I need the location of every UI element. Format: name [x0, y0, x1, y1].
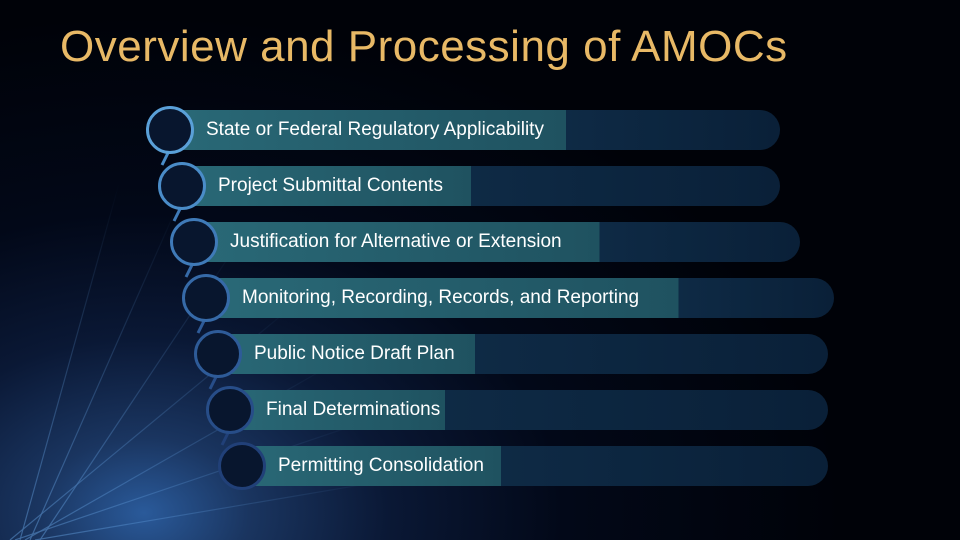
bullet-circle — [218, 442, 266, 490]
process-pill: Public Notice Draft Plan — [198, 334, 828, 374]
process-label: Public Notice Draft Plan — [254, 343, 455, 365]
bullet-circle — [206, 386, 254, 434]
process-row: Public Notice Draft Plan — [150, 334, 850, 374]
process-row: Justification for Alternative or Extensi… — [150, 222, 850, 262]
process-row: Final Determinations — [150, 390, 850, 430]
process-label: Justification for Alternative or Extensi… — [230, 231, 562, 253]
process-pill: Project Submittal Contents — [162, 166, 780, 206]
process-row: State or Federal Regulatory Applicabilit… — [150, 110, 850, 150]
process-list: State or Federal Regulatory Applicabilit… — [150, 110, 850, 502]
bullet-circle — [194, 330, 242, 378]
process-label: Final Determinations — [266, 399, 440, 421]
process-row: Permitting Consolidation — [150, 446, 850, 486]
process-row: Monitoring, Recording, Records, and Repo… — [150, 278, 850, 318]
process-pill: Justification for Alternative or Extensi… — [174, 222, 800, 262]
process-pill: Final Determinations — [210, 390, 828, 430]
process-pill: Monitoring, Recording, Records, and Repo… — [186, 278, 834, 318]
process-pill: Permitting Consolidation — [222, 446, 828, 486]
slide-title: Overview and Processing of AMOCs — [60, 22, 788, 72]
process-row: Project Submittal Contents — [150, 166, 850, 206]
process-label: Project Submittal Contents — [218, 175, 443, 197]
process-pill: State or Federal Regulatory Applicabilit… — [150, 110, 780, 150]
bullet-circle — [158, 162, 206, 210]
bullet-circle — [146, 106, 194, 154]
process-label: State or Federal Regulatory Applicabilit… — [206, 119, 544, 141]
process-label: Monitoring, Recording, Records, and Repo… — [242, 287, 639, 309]
bullet-circle — [170, 218, 218, 266]
bullet-circle — [182, 274, 230, 322]
process-label: Permitting Consolidation — [278, 455, 484, 477]
